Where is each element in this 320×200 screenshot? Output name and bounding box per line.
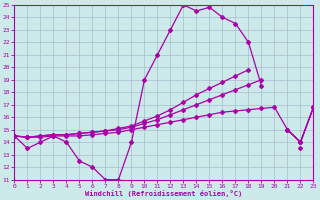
X-axis label: Windchill (Refroidissement éolien,°C): Windchill (Refroidissement éolien,°C) [85,190,243,197]
